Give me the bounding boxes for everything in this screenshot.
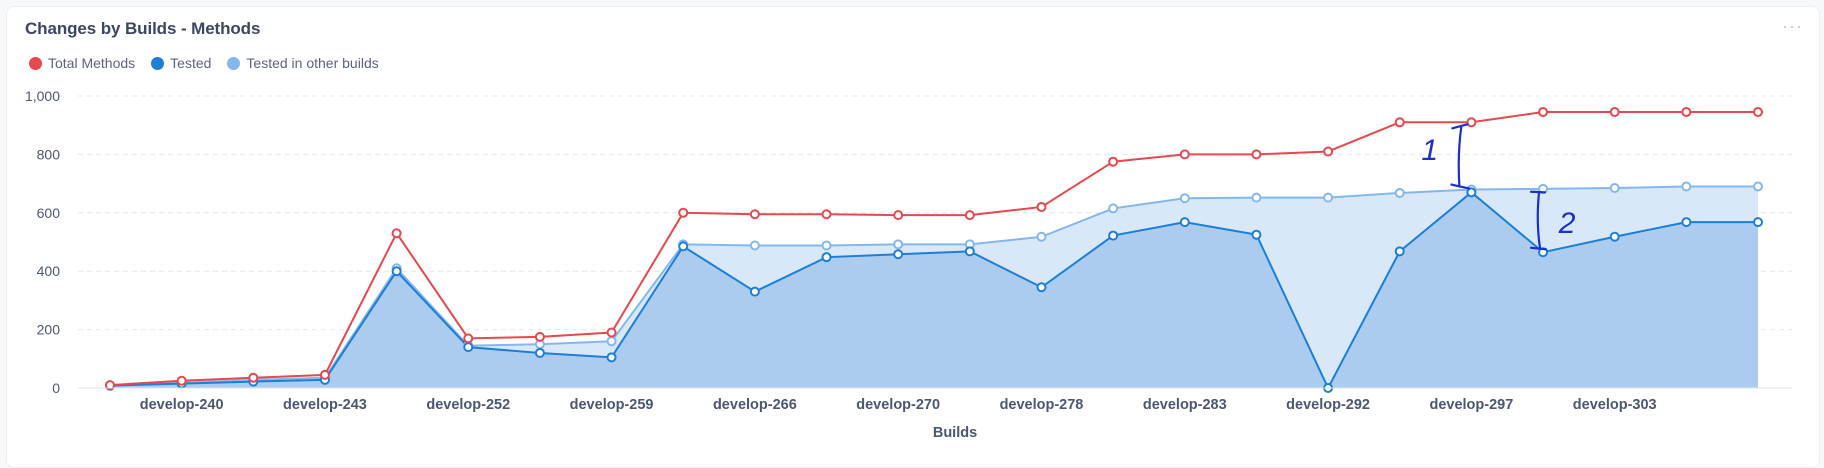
y-tick-label: 200 xyxy=(37,322,61,338)
point-tested xyxy=(534,347,545,358)
point-tested xyxy=(964,246,975,257)
point-total-methods xyxy=(463,333,474,344)
y-tick-label: 400 xyxy=(37,263,61,279)
y-tick-label: 0 xyxy=(52,380,60,396)
point-tested xyxy=(1251,229,1262,240)
point-total-methods xyxy=(1609,107,1620,118)
point-total-methods xyxy=(1179,149,1190,160)
point-tested-other xyxy=(893,239,904,250)
point-total-methods xyxy=(534,331,545,342)
point-tested-other xyxy=(1251,192,1262,203)
point-tested xyxy=(1108,230,1119,241)
chart-title: Changes by Builds - Methods xyxy=(25,19,261,38)
point-tested-other xyxy=(749,240,760,251)
area-tested xyxy=(110,192,1758,388)
point-tested-other xyxy=(1108,203,1119,214)
point-tested-other xyxy=(1323,192,1334,203)
legend-label-other: Tested in other builds xyxy=(246,55,379,71)
point-total-methods xyxy=(1108,156,1119,167)
bracket-gap-1 xyxy=(1450,123,1471,190)
point-tested xyxy=(1036,282,1047,293)
x-tick-label: develop-266 xyxy=(713,397,797,413)
point-tested xyxy=(1753,217,1763,228)
point-total-methods xyxy=(749,209,760,220)
x-tick-label: develop-278 xyxy=(1000,397,1084,413)
line-tested xyxy=(109,191,1758,391)
point-tested-other xyxy=(821,240,832,251)
point-tested-other xyxy=(606,336,617,347)
point-tested-other xyxy=(1036,231,1047,242)
line-total-methods xyxy=(109,111,1758,387)
legend-item-tested[interactable]: Tested xyxy=(151,55,211,71)
point-total-methods xyxy=(964,210,975,221)
legend-label-tested: Tested xyxy=(170,55,212,71)
point-total-methods xyxy=(391,228,402,239)
point-total-methods xyxy=(1251,149,1262,160)
point-tested xyxy=(893,249,904,260)
point-tested xyxy=(1179,217,1190,228)
point-total-methods xyxy=(678,207,689,218)
x-tick-label: develop-297 xyxy=(1429,397,1513,413)
point-tested xyxy=(1394,246,1405,257)
point-tested xyxy=(606,352,617,363)
legend-item-tested-other[interactable]: Tested in other builds xyxy=(227,55,379,71)
x-tick-label: develop-252 xyxy=(426,397,510,413)
point-total-methods xyxy=(319,369,330,380)
point-tested xyxy=(391,266,402,277)
point-total-methods xyxy=(105,380,115,391)
point-total-methods xyxy=(1466,117,1477,128)
point-total-methods xyxy=(1394,117,1405,128)
bracket-gap-2 xyxy=(1529,190,1548,251)
chart-legend: Total Methods Tested Tested in other bui… xyxy=(29,55,379,71)
y-tick-label: 1,000 xyxy=(25,88,60,104)
point-tested-other xyxy=(1681,181,1692,192)
x-tick-label: develop-303 xyxy=(1573,397,1657,413)
point-total-methods xyxy=(1538,107,1549,118)
point-tested-other xyxy=(1609,182,1620,193)
point-total-methods xyxy=(248,372,259,383)
legend-dot-tested xyxy=(151,56,165,70)
annotation-label-1: 1 xyxy=(1421,134,1438,167)
point-tested xyxy=(463,342,474,353)
point-tested xyxy=(1466,187,1477,198)
legend-dot-other xyxy=(227,56,241,70)
legend-item-total-methods[interactable]: Total Methods xyxy=(29,55,135,71)
point-tested xyxy=(821,252,832,263)
legend-dot-total xyxy=(29,56,42,70)
chart-plot: 0 200 400 600 800 1,000 develop-240 develop-243… xyxy=(25,88,1792,441)
point-total-methods xyxy=(176,375,187,386)
ellipsis-icon[interactable]: ··· xyxy=(1782,16,1803,36)
x-tick-label: develop-270 xyxy=(856,397,940,413)
point-total-methods xyxy=(1681,107,1692,118)
x-tick-label: develop-240 xyxy=(140,397,224,413)
point-tested xyxy=(749,286,760,297)
y-tick-label: 800 xyxy=(37,146,61,162)
point-total-methods xyxy=(893,210,904,221)
x-tick-label: develop-243 xyxy=(283,397,367,413)
x-axis-label: Builds xyxy=(933,425,977,441)
x-tick-label: develop-259 xyxy=(570,397,654,413)
point-total-methods xyxy=(606,327,617,338)
point-tested-other xyxy=(1753,181,1763,192)
point-tested xyxy=(1681,217,1692,228)
point-tested-other xyxy=(1179,193,1190,204)
x-tick-label: develop-292 xyxy=(1286,397,1370,413)
legend-label-total: Total Methods xyxy=(48,55,136,71)
annotation-label-2: 2 xyxy=(1558,207,1576,240)
point-tested-other xyxy=(1394,187,1405,198)
x-tick-label: develop-283 xyxy=(1143,397,1227,413)
point-tested xyxy=(1609,231,1620,242)
point-tested xyxy=(678,241,689,252)
point-total-methods xyxy=(1753,107,1763,118)
point-total-methods xyxy=(821,209,832,220)
y-tick-label: 600 xyxy=(37,205,61,221)
point-total-methods xyxy=(1323,146,1334,157)
line-tested-other xyxy=(109,185,1758,387)
point-total-methods xyxy=(1036,201,1047,212)
